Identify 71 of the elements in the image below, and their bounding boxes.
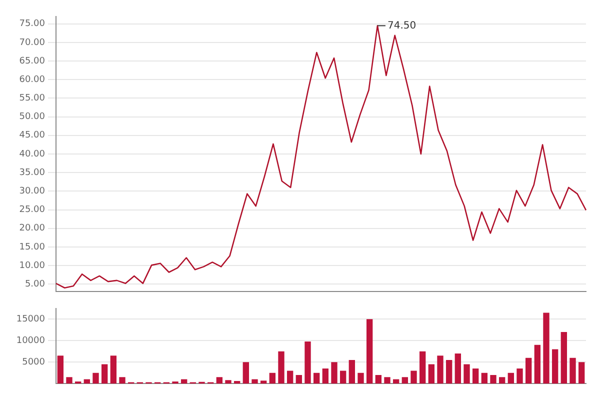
bar bbox=[543, 312, 550, 384]
bar bbox=[340, 370, 346, 384]
bar bbox=[101, 364, 108, 384]
y-tick-label: 20.00 bbox=[19, 224, 46, 234]
bar bbox=[534, 344, 541, 384]
annotation: 74.50 bbox=[387, 20, 416, 32]
bar bbox=[508, 372, 514, 384]
y-tick-label: 10.00 bbox=[19, 260, 46, 271]
bar bbox=[225, 380, 232, 384]
bar bbox=[358, 372, 364, 384]
bar bbox=[384, 377, 390, 384]
bar bbox=[92, 372, 99, 384]
bar bbox=[172, 381, 178, 384]
bar bbox=[481, 372, 488, 384]
bar bbox=[464, 364, 470, 384]
bar bbox=[278, 351, 284, 384]
y-tick-label: 5000 bbox=[22, 357, 46, 368]
y-tick-label: 35.00 bbox=[19, 168, 46, 178]
bar bbox=[392, 379, 400, 384]
y-tick-label: 75.00 bbox=[19, 19, 46, 30]
bar bbox=[490, 375, 496, 384]
bar bbox=[454, 354, 462, 384]
bar bbox=[331, 362, 338, 384]
bar bbox=[402, 377, 408, 384]
bar bbox=[446, 360, 452, 384]
y-tick-label: 25.00 bbox=[19, 205, 46, 216]
bar bbox=[410, 370, 417, 384]
bar bbox=[234, 381, 240, 384]
bar bbox=[84, 379, 90, 384]
y-tick-label: 15.00 bbox=[19, 242, 46, 252]
bar bbox=[578, 362, 585, 384]
y-tick-label: 50.00 bbox=[19, 112, 46, 122]
bar bbox=[242, 362, 250, 384]
bar bbox=[180, 379, 188, 384]
bar bbox=[74, 381, 82, 384]
y-tick-label: 65.00 bbox=[19, 56, 46, 66]
bar bbox=[437, 356, 444, 384]
bar bbox=[304, 341, 311, 384]
bar bbox=[110, 356, 117, 384]
bar bbox=[269, 372, 276, 384]
y-tick-label: 15000 bbox=[16, 314, 46, 324]
bar bbox=[498, 377, 506, 384]
bar bbox=[366, 319, 373, 384]
bar bbox=[419, 351, 426, 384]
y-tick-label: 40.00 bbox=[19, 149, 46, 160]
y-tick-label: 5.00 bbox=[24, 280, 46, 290]
bar bbox=[525, 358, 532, 384]
bar bbox=[66, 377, 72, 384]
bar bbox=[313, 372, 320, 384]
bar bbox=[252, 379, 258, 384]
y-tick-label: 70.00 bbox=[19, 38, 46, 48]
bar bbox=[296, 375, 302, 384]
bar bbox=[348, 360, 356, 384]
bar bbox=[286, 370, 294, 384]
bar bbox=[57, 356, 64, 384]
y-tick-label: 60.00 bbox=[19, 74, 46, 85]
bar bbox=[472, 368, 479, 384]
y-tick-label: 10000 bbox=[16, 336, 46, 346]
bar bbox=[552, 349, 558, 384]
bar bbox=[119, 377, 126, 384]
y-tick-label: 55.00 bbox=[19, 94, 46, 104]
y-tick-label: 45.00 bbox=[19, 130, 46, 141]
bar bbox=[428, 364, 435, 384]
bar bbox=[322, 368, 329, 384]
bar bbox=[216, 377, 223, 384]
y-tick-label: 30.00 bbox=[19, 186, 46, 197]
bar bbox=[560, 332, 568, 384]
bar bbox=[260, 380, 267, 384]
bar bbox=[570, 358, 576, 384]
bar bbox=[375, 375, 382, 384]
bar bbox=[516, 368, 523, 384]
